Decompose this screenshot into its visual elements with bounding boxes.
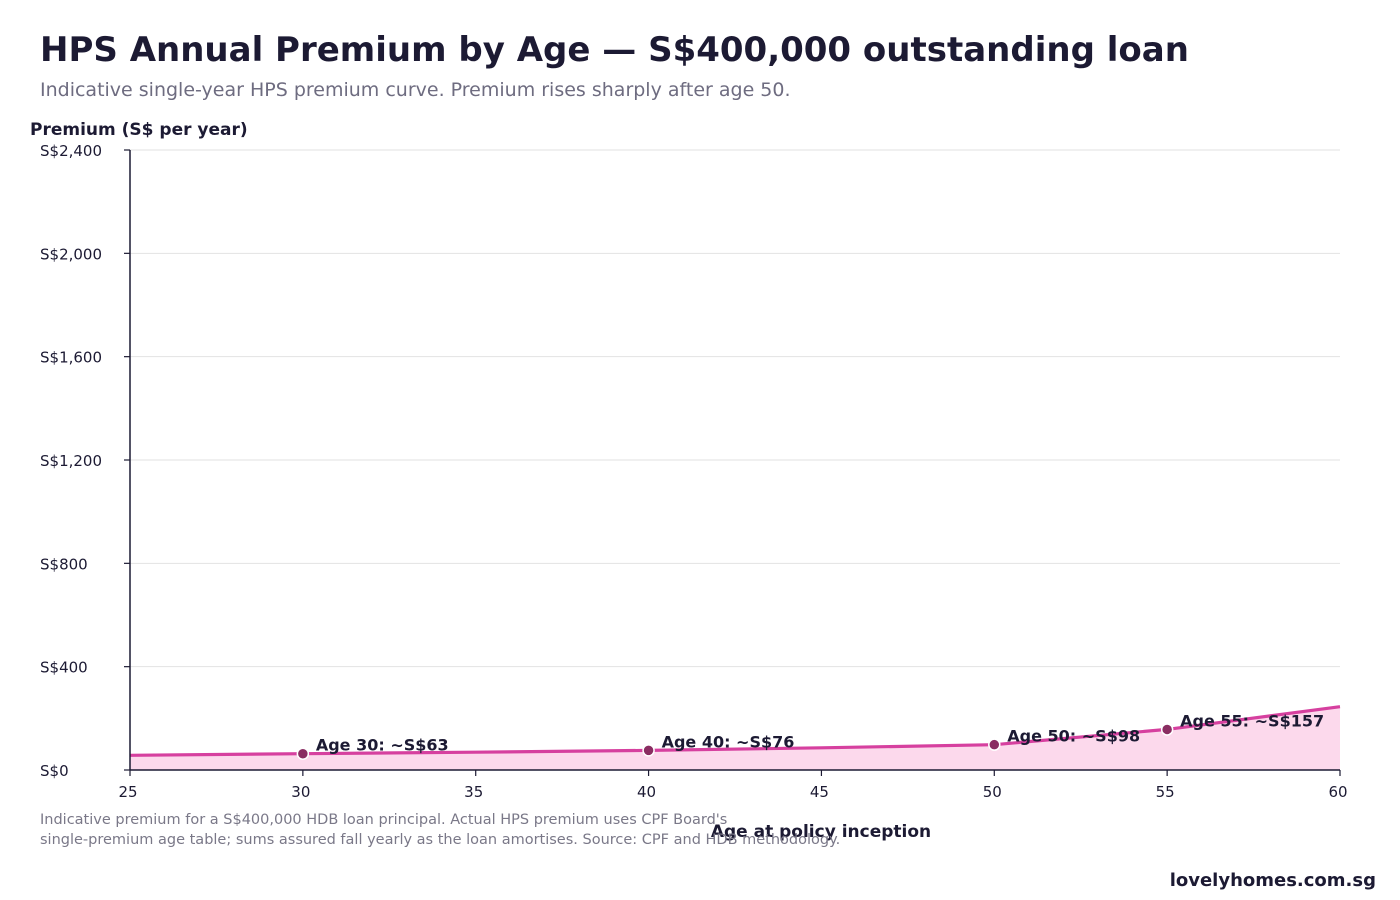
data-markers [296, 723, 1174, 760]
chart-subtitle: Indicative single-year HPS premium curve… [40, 79, 791, 101]
x-axis-label: Age at policy inception [711, 822, 931, 842]
footnote: Indicative premium for a S$400,000 HDB l… [40, 810, 940, 850]
x-tick-label: 50 [983, 783, 1002, 801]
data-label: Age 50: ~S$98 [1007, 727, 1140, 746]
x-tick-label: 25 [118, 783, 137, 801]
x-tick-label: 60 [1328, 783, 1347, 801]
y-tick-label: S$800 [40, 555, 88, 573]
y-axis-label: Premium (S$ per year) [30, 120, 248, 140]
footnote-line-2: single-premium age table; sums assured f… [40, 832, 841, 848]
y-tick-label: S$0 [40, 762, 69, 780]
annotation-labels: Age 30: ~S$63 Age 40: ~S$76 Age 50: ~S$98 A… [316, 711, 1324, 754]
footnote-line-1: Indicative premium for a S$400,000 HDB l… [40, 812, 728, 828]
data-point-marker [988, 738, 1001, 751]
y-tick-label: S$400 [40, 659, 88, 677]
brand-link[interactable]: lovelyhomes.com.sg [1169, 870, 1376, 891]
data-point-marker [1160, 723, 1174, 736]
data-label: Age 30: ~S$63 [316, 736, 449, 755]
chart-title: HPS Annual Premium by Age — S$400,000 ou… [40, 30, 1189, 70]
y-tick-label: S$2,400 [40, 142, 102, 160]
x-tick-label: 45 [810, 783, 829, 801]
x-tick-label: 40 [637, 783, 656, 801]
data-label: Age 55: ~S$157 [1180, 711, 1324, 730]
axes: S$0 S$400 S$800 S$1,200 S$1,600 S$2,000 S$2,40… [40, 142, 1348, 801]
x-tick-label: 55 [1156, 783, 1175, 801]
area-layer [129, 705, 1341, 770]
y-tick-label: S$1,600 [40, 349, 102, 367]
data-point-marker [296, 747, 310, 760]
data-point-marker [642, 744, 655, 757]
y-tick-label: S$1,200 [40, 452, 102, 470]
data-label: Age 40: ~S$76 [662, 732, 795, 751]
premium-line [129, 705, 1341, 757]
grid-lines [130, 149, 1340, 668]
y-tick-label: S$2,000 [40, 245, 102, 263]
x-tick-label: 35 [464, 783, 483, 801]
x-tick-label: 30 [291, 783, 310, 801]
